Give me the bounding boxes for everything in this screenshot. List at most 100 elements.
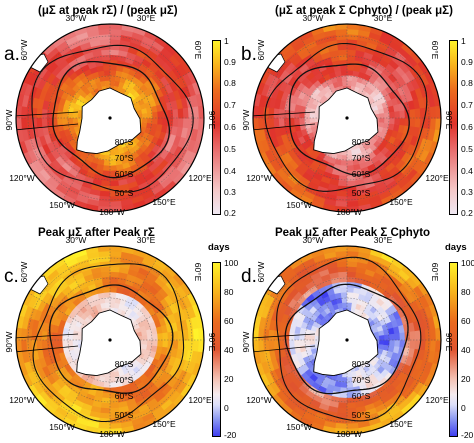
tick-label: 0.4 bbox=[224, 166, 236, 176]
lon-label: 90°E bbox=[207, 332, 217, 352]
tick-label: 0 bbox=[461, 403, 466, 413]
lat-label: 50°S bbox=[351, 188, 371, 198]
antarctica-landmass bbox=[313, 87, 379, 155]
lon-label: 60°E bbox=[193, 262, 203, 282]
tick-label: 1 bbox=[224, 36, 229, 46]
field-layer bbox=[253, 24, 441, 212]
lat-label: 70°S bbox=[351, 153, 371, 163]
tick-label: 0.9 bbox=[224, 57, 236, 67]
front-contour bbox=[49, 284, 174, 394]
polar-map bbox=[252, 245, 442, 435]
pole-marker bbox=[108, 116, 112, 120]
tick-label: 0.6 bbox=[461, 122, 473, 132]
tick-label: 80 bbox=[461, 287, 471, 297]
tick-label: 20 bbox=[461, 374, 471, 384]
lon-label: 30°W bbox=[65, 235, 87, 245]
antarctica-landmass bbox=[313, 309, 379, 377]
lat-label: 50°S bbox=[351, 410, 371, 420]
map-border bbox=[15, 245, 205, 435]
lat-label: 80°S bbox=[351, 137, 371, 147]
lat-label: 80°S bbox=[114, 359, 134, 369]
pole-marker bbox=[108, 338, 112, 342]
lon-label: 150°E bbox=[152, 419, 176, 429]
lon-label: 150°E bbox=[152, 197, 176, 207]
front-contour bbox=[276, 256, 422, 422]
panel-letter: a. bbox=[4, 44, 20, 65]
tick-label: 0.6 bbox=[224, 122, 236, 132]
lon-label: 120°W bbox=[246, 395, 272, 405]
pole-marker bbox=[345, 116, 349, 120]
lon-label: 60°E bbox=[430, 40, 440, 60]
lon-label: 60°W bbox=[256, 261, 266, 283]
lon-label: 30°E bbox=[373, 235, 393, 245]
panel-title: Peak μΣ after Peak rΣ bbox=[38, 227, 155, 239]
lon-label: 150°W bbox=[49, 200, 75, 210]
panel-d: Peak μΣ after Peak Σ Cphyto d. days 100 … bbox=[237, 222, 474, 443]
lon-label: 150°W bbox=[286, 422, 312, 432]
lon-label: 60°W bbox=[19, 261, 29, 283]
polar-map bbox=[15, 245, 205, 435]
polar-map bbox=[252, 23, 442, 213]
lon-label: 30°E bbox=[373, 13, 393, 23]
tick-label: 0.5 bbox=[461, 144, 473, 154]
lat-label: 80°S bbox=[114, 137, 134, 147]
lon-label: 90°E bbox=[444, 332, 454, 352]
lon-label: 120°W bbox=[246, 173, 272, 183]
lon-label: 90°W bbox=[4, 109, 14, 131]
lon-label: 150°E bbox=[389, 419, 413, 429]
lon-label: 60°E bbox=[430, 262, 440, 282]
lon-label: 150°W bbox=[286, 200, 312, 210]
tick-label: 0.7 bbox=[224, 100, 236, 110]
lon-label: 30°W bbox=[302, 235, 324, 245]
lon-label: 30°E bbox=[136, 235, 156, 245]
lon-label: 60°E bbox=[193, 40, 203, 60]
panel-c: Peak μΣ after Peak rΣ c. days 100 80 60 … bbox=[0, 222, 239, 443]
lat-label: 70°S bbox=[114, 153, 134, 163]
lat-label: 70°S bbox=[114, 375, 134, 385]
map-border bbox=[252, 23, 442, 213]
tick-label: -20 bbox=[224, 430, 237, 440]
lon-label: 90°W bbox=[241, 109, 251, 131]
tick-label: 0.8 bbox=[461, 78, 473, 88]
tick-label: 20 bbox=[224, 374, 234, 384]
lon-label: 180°W bbox=[336, 207, 362, 217]
tick-label: 60 bbox=[224, 316, 234, 326]
tick-label: 100 bbox=[224, 258, 239, 268]
tick-label: 0.9 bbox=[461, 57, 473, 67]
lat-label: 50°S bbox=[114, 410, 134, 420]
lat-label: 80°S bbox=[351, 359, 371, 369]
map-border bbox=[15, 23, 205, 213]
lon-label: 120°E bbox=[425, 395, 449, 405]
panel-a: (μΣ at peak rΣ) / (peak μΣ) a. 1 0.9 0.8… bbox=[0, 0, 237, 221]
lon-label: 120°E bbox=[188, 173, 212, 183]
tick-label: -20 bbox=[461, 430, 474, 440]
lon-label: 120°W bbox=[9, 173, 35, 183]
panel-b: (μΣ at peak Σ Cphyto) / (peak μΣ) b. 1 0… bbox=[237, 0, 474, 221]
pole-marker bbox=[345, 338, 349, 342]
field-layer bbox=[253, 246, 441, 434]
tick-label: 40 bbox=[224, 345, 234, 355]
lat-label: 60°S bbox=[114, 169, 134, 179]
front-contour bbox=[288, 63, 410, 176]
tick-label: 100 bbox=[461, 258, 474, 268]
panel-letter: c. bbox=[4, 266, 19, 287]
tick-label: 0.7 bbox=[461, 100, 473, 110]
field-layer bbox=[16, 246, 204, 434]
lat-label: 60°S bbox=[351, 169, 371, 179]
tick-label: 40 bbox=[461, 345, 471, 355]
tick-label: 0.2 bbox=[224, 208, 236, 218]
tick-label: 1 bbox=[461, 36, 466, 46]
lon-label: 150°E bbox=[389, 197, 413, 207]
lon-label: 90°W bbox=[4, 331, 14, 353]
panel-title: (μΣ at peak Σ Cphyto) / (peak μΣ) bbox=[275, 5, 453, 17]
lat-label: 60°S bbox=[351, 391, 371, 401]
lon-label: 180°W bbox=[99, 429, 125, 439]
lon-label: 90°E bbox=[444, 110, 454, 130]
panel-letter: d. bbox=[241, 266, 257, 287]
tick-label: 0.8 bbox=[224, 78, 236, 88]
lon-label: 180°W bbox=[336, 429, 362, 439]
colorbar-unit: days bbox=[208, 242, 230, 253]
lon-label: 120°E bbox=[425, 173, 449, 183]
panel-letter: b. bbox=[241, 44, 257, 65]
lon-label: 90°W bbox=[241, 331, 251, 353]
